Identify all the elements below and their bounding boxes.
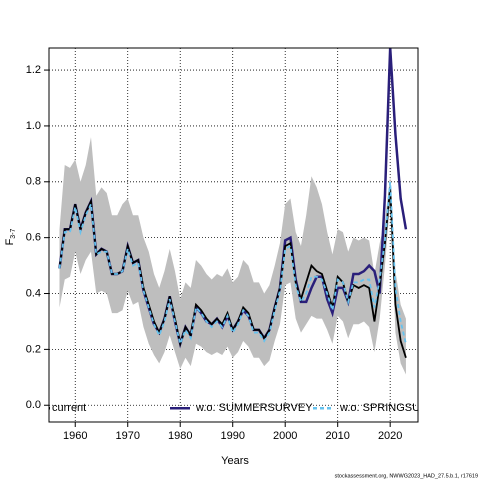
- y-tick-label: 0.0: [26, 399, 41, 411]
- y-tick-label: 0.4: [26, 287, 41, 299]
- y-tick-label: 0.6: [26, 232, 41, 244]
- x-tick-label: 1990: [220, 430, 244, 442]
- x-tick-label: 1960: [63, 430, 87, 442]
- plot-frame: [48, 47, 419, 423]
- x-axis-label: Years: [221, 455, 249, 467]
- y-label-sub: 3-7: [10, 228, 17, 238]
- series-line: [58, 181, 407, 347]
- legend-label: current: [52, 402, 86, 414]
- y-tick-label: 0.2: [26, 343, 41, 355]
- y-axis-label: F3-7: [4, 228, 17, 245]
- x-tick-label: 2010: [325, 430, 349, 442]
- legend-label: w.o. SUMMERSURVEY: [195, 402, 313, 414]
- y-label-main: F: [4, 238, 16, 245]
- x-tick-label: 2000: [273, 430, 297, 442]
- y-tick-label: 0.8: [26, 176, 41, 188]
- plot-area: current w.o. SUMMERSURVEY w.o. SPRINGSURVE…: [49, 48, 450, 422]
- y-tick-label: 1.2: [26, 64, 41, 76]
- footnote: stockassessment.org, NWWG2023_HAD_27.5.b…: [335, 473, 478, 479]
- confidence-band: [59, 137, 406, 375]
- y-tick-label: 1.0: [26, 120, 41, 132]
- legend-label: w.o. SPRINGSURVEY: [339, 402, 450, 414]
- x-tick-label: 1980: [168, 430, 192, 442]
- x-tick-label: 1970: [115, 430, 139, 442]
- x-tick-label: 2020: [378, 430, 402, 442]
